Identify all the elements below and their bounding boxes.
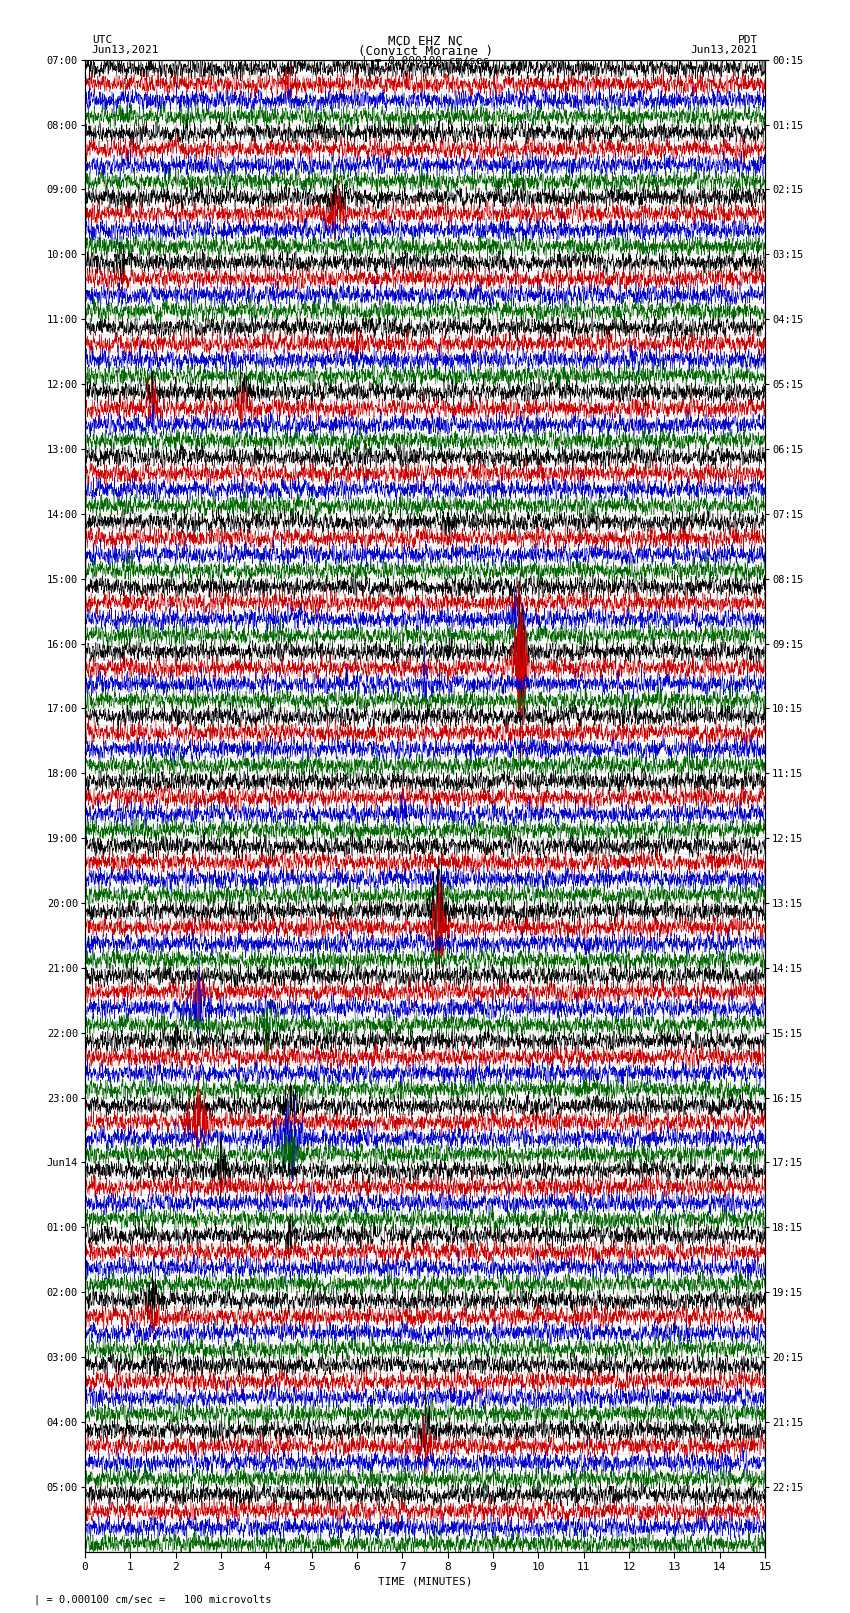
Text: (Convict Moraine ): (Convict Moraine ) (358, 45, 492, 58)
Text: PDT: PDT (738, 35, 758, 45)
Text: | = 0.000100 cm/sec: | = 0.000100 cm/sec (361, 56, 489, 66)
X-axis label: TIME (MINUTES): TIME (MINUTES) (377, 1576, 473, 1586)
Text: MCD EHZ NC: MCD EHZ NC (388, 35, 462, 48)
Text: UTC: UTC (92, 35, 112, 45)
Text: | = 0.000100 cm/sec =   100 microvolts: | = 0.000100 cm/sec = 100 microvolts (34, 1594, 271, 1605)
Text: Jun13,2021: Jun13,2021 (691, 45, 758, 55)
Text: Jun13,2021: Jun13,2021 (92, 45, 159, 55)
